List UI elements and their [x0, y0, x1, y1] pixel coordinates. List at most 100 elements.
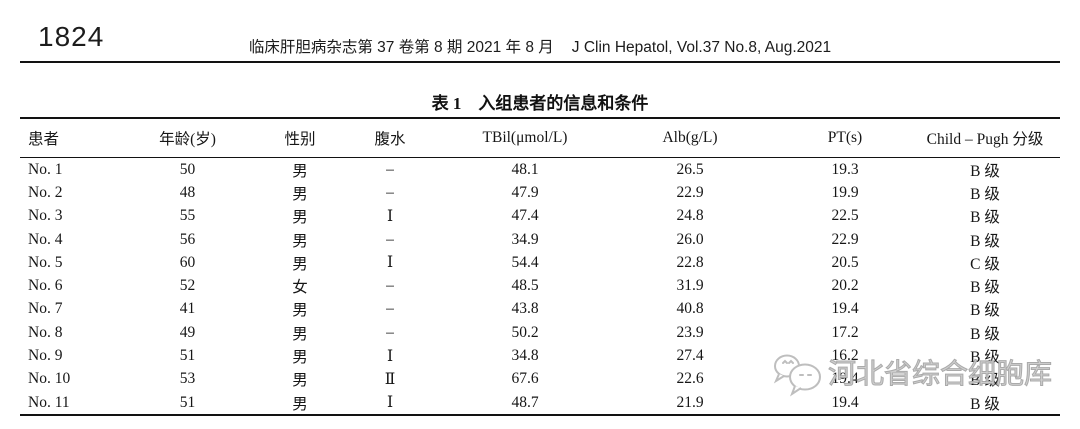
- table-row: No. 2 48 男 – 47.9 22.9 19.9 B 级: [20, 181, 1060, 204]
- table-cell: 男: [292, 302, 308, 320]
- table-row: No. 4 56 男 – 34.9 26.0 22.9 B 级: [20, 228, 1060, 251]
- table-cell: 31.9: [676, 277, 704, 295]
- journal-header-en: J Clin Hepatol, Vol.37 No.8, Aug.2021: [571, 39, 832, 56]
- table-cell: 20.2: [831, 277, 859, 295]
- table-cell: 男: [292, 349, 308, 367]
- patients-table: 患者 年龄(岁) 性别 腹水 TBil(μmol/L) Alb(g/L) PT(…: [20, 117, 1060, 417]
- table-header-row: 患者 年龄(岁) 性别 腹水 TBil(μmol/L) Alb(g/L) PT(…: [20, 118, 1060, 158]
- table-cell: 48.5: [511, 277, 539, 295]
- table-cell: –: [386, 230, 394, 248]
- table-cell: 60: [179, 253, 196, 271]
- table-row: No. 6 52 女 – 48.5 31.9 20.2 B 级: [20, 274, 1060, 297]
- table-cell: 48: [179, 183, 196, 201]
- table-cell: 男: [292, 325, 308, 343]
- table-cell: 23.9: [676, 323, 704, 341]
- table-cell: –: [386, 277, 394, 295]
- col-header-tbil: TBil(μmol/L): [450, 118, 600, 158]
- header-divider: [20, 61, 1060, 63]
- table-cell: No. 9: [28, 347, 63, 365]
- col-header-sex: 性别: [270, 118, 330, 158]
- table-row: No. 9 51 男 Ⅰ 34.8 27.4 16.2 B 级: [20, 344, 1060, 367]
- table-row: No. 3 55 男 Ⅰ 47.4 24.8 22.5 B 级: [20, 205, 1060, 228]
- table-cell: 56: [179, 230, 196, 248]
- table-cell: 男: [292, 209, 308, 227]
- table-cell: Ⅰ: [386, 347, 394, 365]
- table-cell: 54.4: [511, 253, 539, 271]
- table-cell: 男: [292, 255, 308, 273]
- table-cell: B 级: [970, 372, 1000, 390]
- table-cell: 40.8: [676, 300, 704, 318]
- table-cell: 67.6: [511, 370, 539, 388]
- table-cell: 女: [292, 279, 308, 297]
- table-cell: No. 1: [28, 160, 63, 178]
- table-cell: B 级: [970, 185, 1000, 203]
- table-cell: 22.9: [831, 230, 859, 248]
- table-cell: 21.9: [676, 393, 704, 411]
- table-cell: 男: [292, 185, 308, 203]
- table-row: No. 5 60 男 Ⅰ 54.4 22.8 20.5 C 级: [20, 251, 1060, 274]
- table-cell: Ⅱ: [384, 370, 396, 388]
- table-cell: 49: [179, 323, 196, 341]
- table-cell: 17.2: [831, 323, 859, 341]
- table-body: No. 1 50 男 – 48.1 26.5 19.3 B 级 No. 2 48 男 – 47.9 22.…: [20, 158, 1060, 416]
- table-cell: 27.4: [676, 347, 704, 365]
- table-cell: 51: [179, 393, 196, 411]
- table-row: No. 11 51 男 Ⅰ 48.7 21.9 19.4 B 级: [20, 391, 1060, 415]
- col-header-age: 年龄(岁): [105, 118, 270, 158]
- journal-header-cn: 临床肝胆病杂志第 37 卷第 8 期 2021 年 8 月: [248, 39, 554, 56]
- table-cell: Ⅰ: [386, 394, 394, 412]
- table-cell: 47.4: [511, 207, 539, 225]
- table-cell: 男: [292, 232, 308, 250]
- table-cell: 19.4: [831, 370, 859, 388]
- table-cell: 19.4: [831, 300, 859, 318]
- table-cell: 男: [292, 372, 308, 390]
- table-cell: 19.9: [831, 183, 859, 201]
- table-cell: No. 11: [28, 393, 70, 411]
- table-cell: 26.0: [676, 230, 704, 248]
- table-row: No. 7 41 男 – 43.8 40.8 19.4 B 级: [20, 298, 1060, 321]
- table-cell: 51: [179, 347, 196, 365]
- table-cell: 22.8: [676, 253, 704, 271]
- table-cell: 47.9: [511, 183, 539, 201]
- col-header-childpugh: Child – Pugh 分级: [910, 118, 1060, 158]
- table-cell: 26.5: [676, 160, 704, 178]
- table-cell: No. 4: [28, 230, 63, 248]
- table-cell: No. 5: [28, 253, 63, 271]
- table-cell: B 级: [970, 232, 1000, 250]
- table-cell: 48.7: [511, 393, 539, 411]
- table-cell: 52: [179, 277, 196, 295]
- table-cell: Ⅰ: [386, 207, 394, 225]
- table-cell: B 级: [970, 302, 1000, 320]
- table-cell: –: [386, 323, 394, 341]
- table-title: 表 1 入组患者的信息和条件: [431, 94, 649, 113]
- table-cell: No. 6: [28, 277, 63, 295]
- table-cell: 48.1: [511, 160, 539, 178]
- table-row: No. 1 50 男 – 48.1 26.5 19.3 B 级: [20, 158, 1060, 182]
- table-cell: 22.5: [831, 207, 859, 225]
- table-cell: –: [386, 160, 394, 178]
- table-cell: 43.8: [511, 300, 539, 318]
- table-cell: 34.8: [511, 347, 539, 365]
- table-cell: B 级: [970, 279, 1000, 297]
- col-header-alb: Alb(g/L): [600, 118, 780, 158]
- table-cell: 19.3: [831, 160, 859, 178]
- table-cell: No. 7: [28, 300, 63, 318]
- table-cell: 24.8: [676, 207, 704, 225]
- table-cell: B 级: [970, 349, 1000, 367]
- table-cell: No. 3: [28, 207, 63, 225]
- table-cell: 53: [179, 370, 196, 388]
- table-cell: No. 8: [28, 323, 63, 341]
- table-cell: B 级: [970, 325, 1000, 343]
- table-cell: 41: [179, 300, 196, 318]
- table-cell: No. 10: [28, 370, 71, 388]
- table-cell: –: [386, 183, 394, 201]
- table-cell: 男: [292, 162, 308, 180]
- table-cell: 男: [292, 395, 308, 413]
- table-cell: 50: [179, 160, 196, 178]
- table-cell: 34.9: [511, 230, 539, 248]
- table-cell: B 级: [970, 395, 1000, 413]
- col-header-ascites: 腹水: [330, 118, 450, 158]
- table-cell: No. 2: [28, 183, 63, 201]
- page-number: 1824: [38, 21, 105, 52]
- table-cell: Ⅰ: [386, 254, 394, 272]
